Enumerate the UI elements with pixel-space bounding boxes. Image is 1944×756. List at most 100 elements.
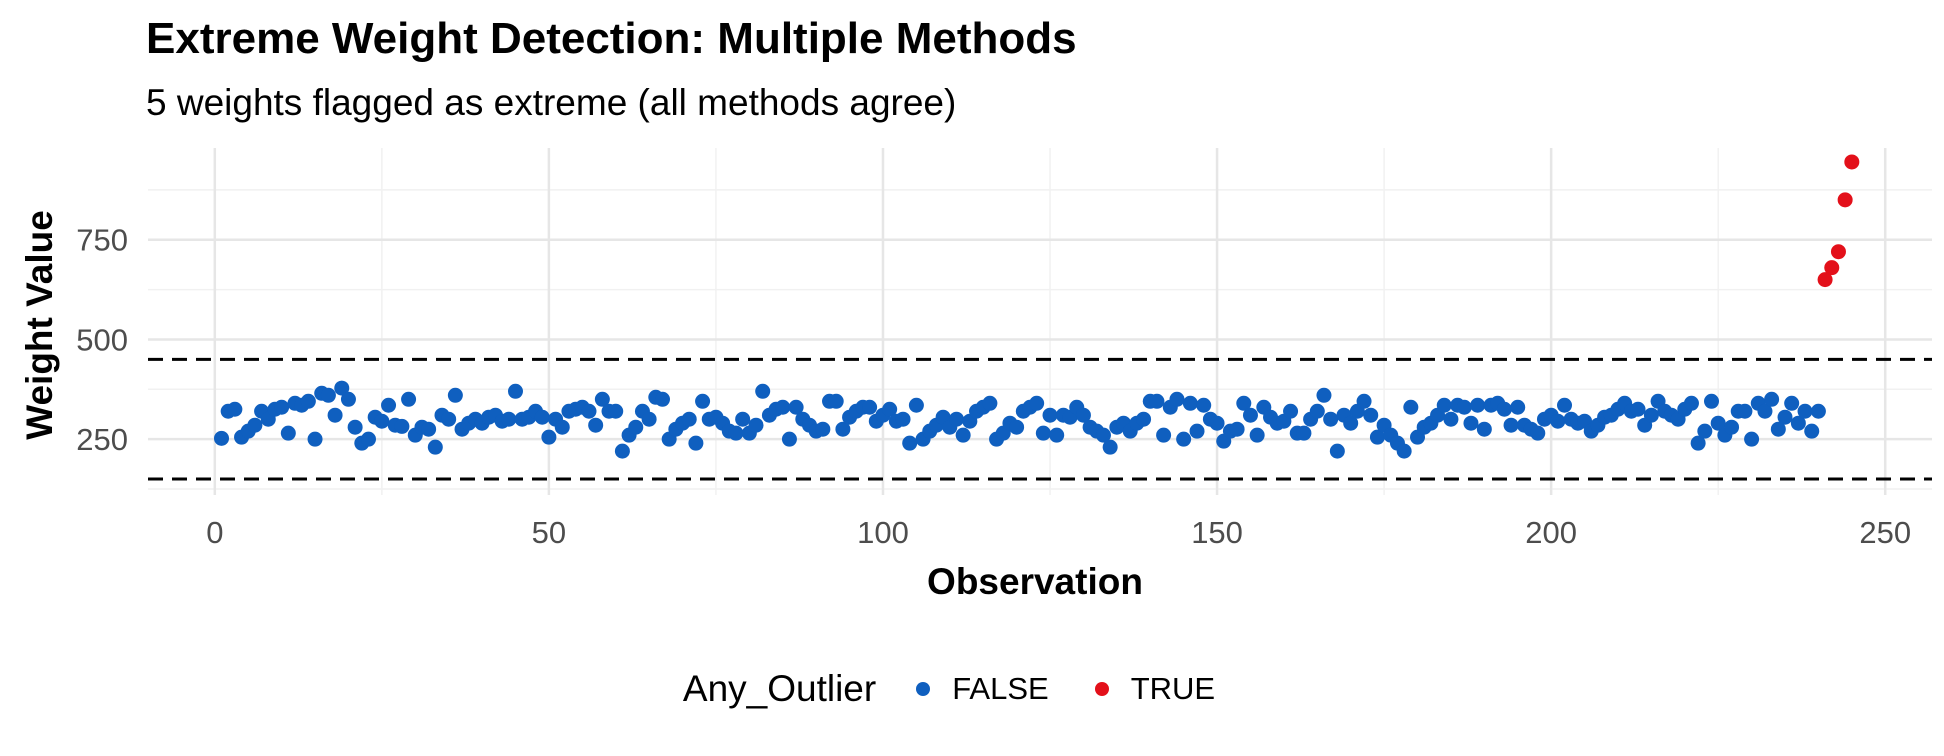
x-tick-label: 100: [857, 515, 909, 550]
weight-point: [882, 401, 898, 417]
weight-point: [614, 443, 630, 459]
y-axis-title: Weight Value: [19, 210, 60, 440]
weight-point: [828, 393, 844, 409]
weight-point: [1443, 411, 1459, 427]
y-tick-label: 500: [76, 322, 128, 357]
weight-point: [1236, 395, 1252, 411]
weight-point: [1149, 393, 1165, 409]
weight-point: [1737, 403, 1753, 419]
weight-point: [654, 391, 670, 407]
scatter-plot: 0 50 100 150 200 250 250 500 750 Observation Wei…: [19, 148, 1932, 602]
weight-point: [1209, 415, 1225, 431]
weight-point: [340, 391, 356, 407]
weight-point: [1557, 397, 1573, 413]
weight-point: [628, 419, 644, 435]
weight-point: [1095, 427, 1111, 443]
data-points: [213, 154, 1860, 459]
x-tick-label: 150: [1191, 515, 1243, 550]
weight-point: [1510, 399, 1526, 415]
weight-point: [280, 425, 296, 441]
legend-key-true: [1094, 682, 1109, 696]
weight-point: [948, 411, 964, 427]
legend: Any_Outlier FALSE TRUE: [0, 668, 1944, 710]
weight-point: [1697, 423, 1713, 439]
weight-point: [1436, 397, 1452, 413]
weight-point: [427, 439, 443, 455]
weight-point: [1369, 429, 1385, 445]
weight-point: [902, 435, 918, 451]
weight-point: [588, 417, 604, 433]
weight-point: [594, 391, 610, 407]
outlier-point: [1844, 154, 1860, 170]
weight-point: [1229, 421, 1245, 437]
weight-point: [1790, 415, 1806, 431]
weight-point: [507, 383, 523, 399]
weight-point: [1049, 427, 1065, 443]
weight-point: [735, 411, 751, 427]
x-tick-label: 50: [532, 515, 566, 550]
weight-point: [1009, 419, 1025, 435]
weight-point: [227, 401, 243, 417]
weight-point: [1242, 407, 1258, 423]
weight-point: [554, 419, 570, 435]
weight-point: [1470, 397, 1486, 413]
weight-point: [1403, 399, 1419, 415]
weight-point: [1690, 435, 1706, 451]
weight-point: [1363, 407, 1379, 423]
weight-point: [1309, 403, 1325, 419]
weight-point: [1550, 413, 1566, 429]
weight-point: [1042, 407, 1058, 423]
weight-point: [1196, 397, 1212, 413]
x-tick-label: 200: [1525, 515, 1577, 550]
x-tick-label: 0: [206, 515, 223, 550]
reference-lines: [148, 357, 1932, 481]
weight-point: [541, 429, 557, 445]
chart-subtitle: 5 weights flagged as extreme (all method…: [146, 82, 957, 123]
weight-point: [1176, 431, 1192, 447]
weight-point: [1323, 411, 1339, 427]
weight-point: [775, 399, 791, 415]
weight-point: [1102, 439, 1118, 455]
x-axis-title: Observation: [927, 561, 1143, 602]
weight-point: [1784, 395, 1800, 411]
outlier-point: [1817, 272, 1833, 288]
weight-point: [1810, 403, 1826, 419]
weight-point: [213, 430, 229, 446]
weight-point: [381, 397, 397, 413]
weight-point: [1029, 395, 1045, 411]
weight-point: [1777, 409, 1793, 425]
x-tick-label: 250: [1859, 515, 1911, 550]
weight-point: [681, 411, 697, 427]
weight-point: [1169, 391, 1185, 407]
weight-point: [1329, 443, 1345, 459]
weight-point: [908, 397, 924, 413]
weight-point: [1136, 411, 1152, 427]
outlier-point: [1830, 244, 1846, 260]
weight-point: [1724, 419, 1740, 435]
weight-point: [360, 431, 376, 447]
weight-point: [1710, 415, 1726, 431]
weight-point: [1683, 395, 1699, 411]
chart-title: Extreme Weight Detection: Multiple Metho…: [146, 14, 1077, 63]
weight-point: [1496, 401, 1512, 417]
weight-point: [1530, 425, 1546, 441]
weight-point: [1503, 417, 1519, 433]
weight-point: [1343, 415, 1359, 431]
weight-point: [1463, 415, 1479, 431]
weight-point: [300, 393, 316, 409]
weight-point: [501, 411, 517, 427]
weight-point: [788, 399, 804, 415]
weight-point: [441, 411, 457, 427]
weight-point: [1283, 403, 1299, 419]
grid: [148, 148, 1932, 495]
y-tick-label: 250: [76, 422, 128, 457]
weight-point: [534, 409, 550, 425]
weight-point: [982, 395, 998, 411]
outlier-point: [1824, 260, 1840, 276]
weight-point: [334, 380, 350, 396]
weight-point: [447, 387, 463, 403]
legend-label-false: FALSE: [952, 671, 1049, 706]
legend-label-true: TRUE: [1130, 671, 1216, 706]
weight-point: [1182, 395, 1198, 411]
weight-point: [641, 411, 657, 427]
